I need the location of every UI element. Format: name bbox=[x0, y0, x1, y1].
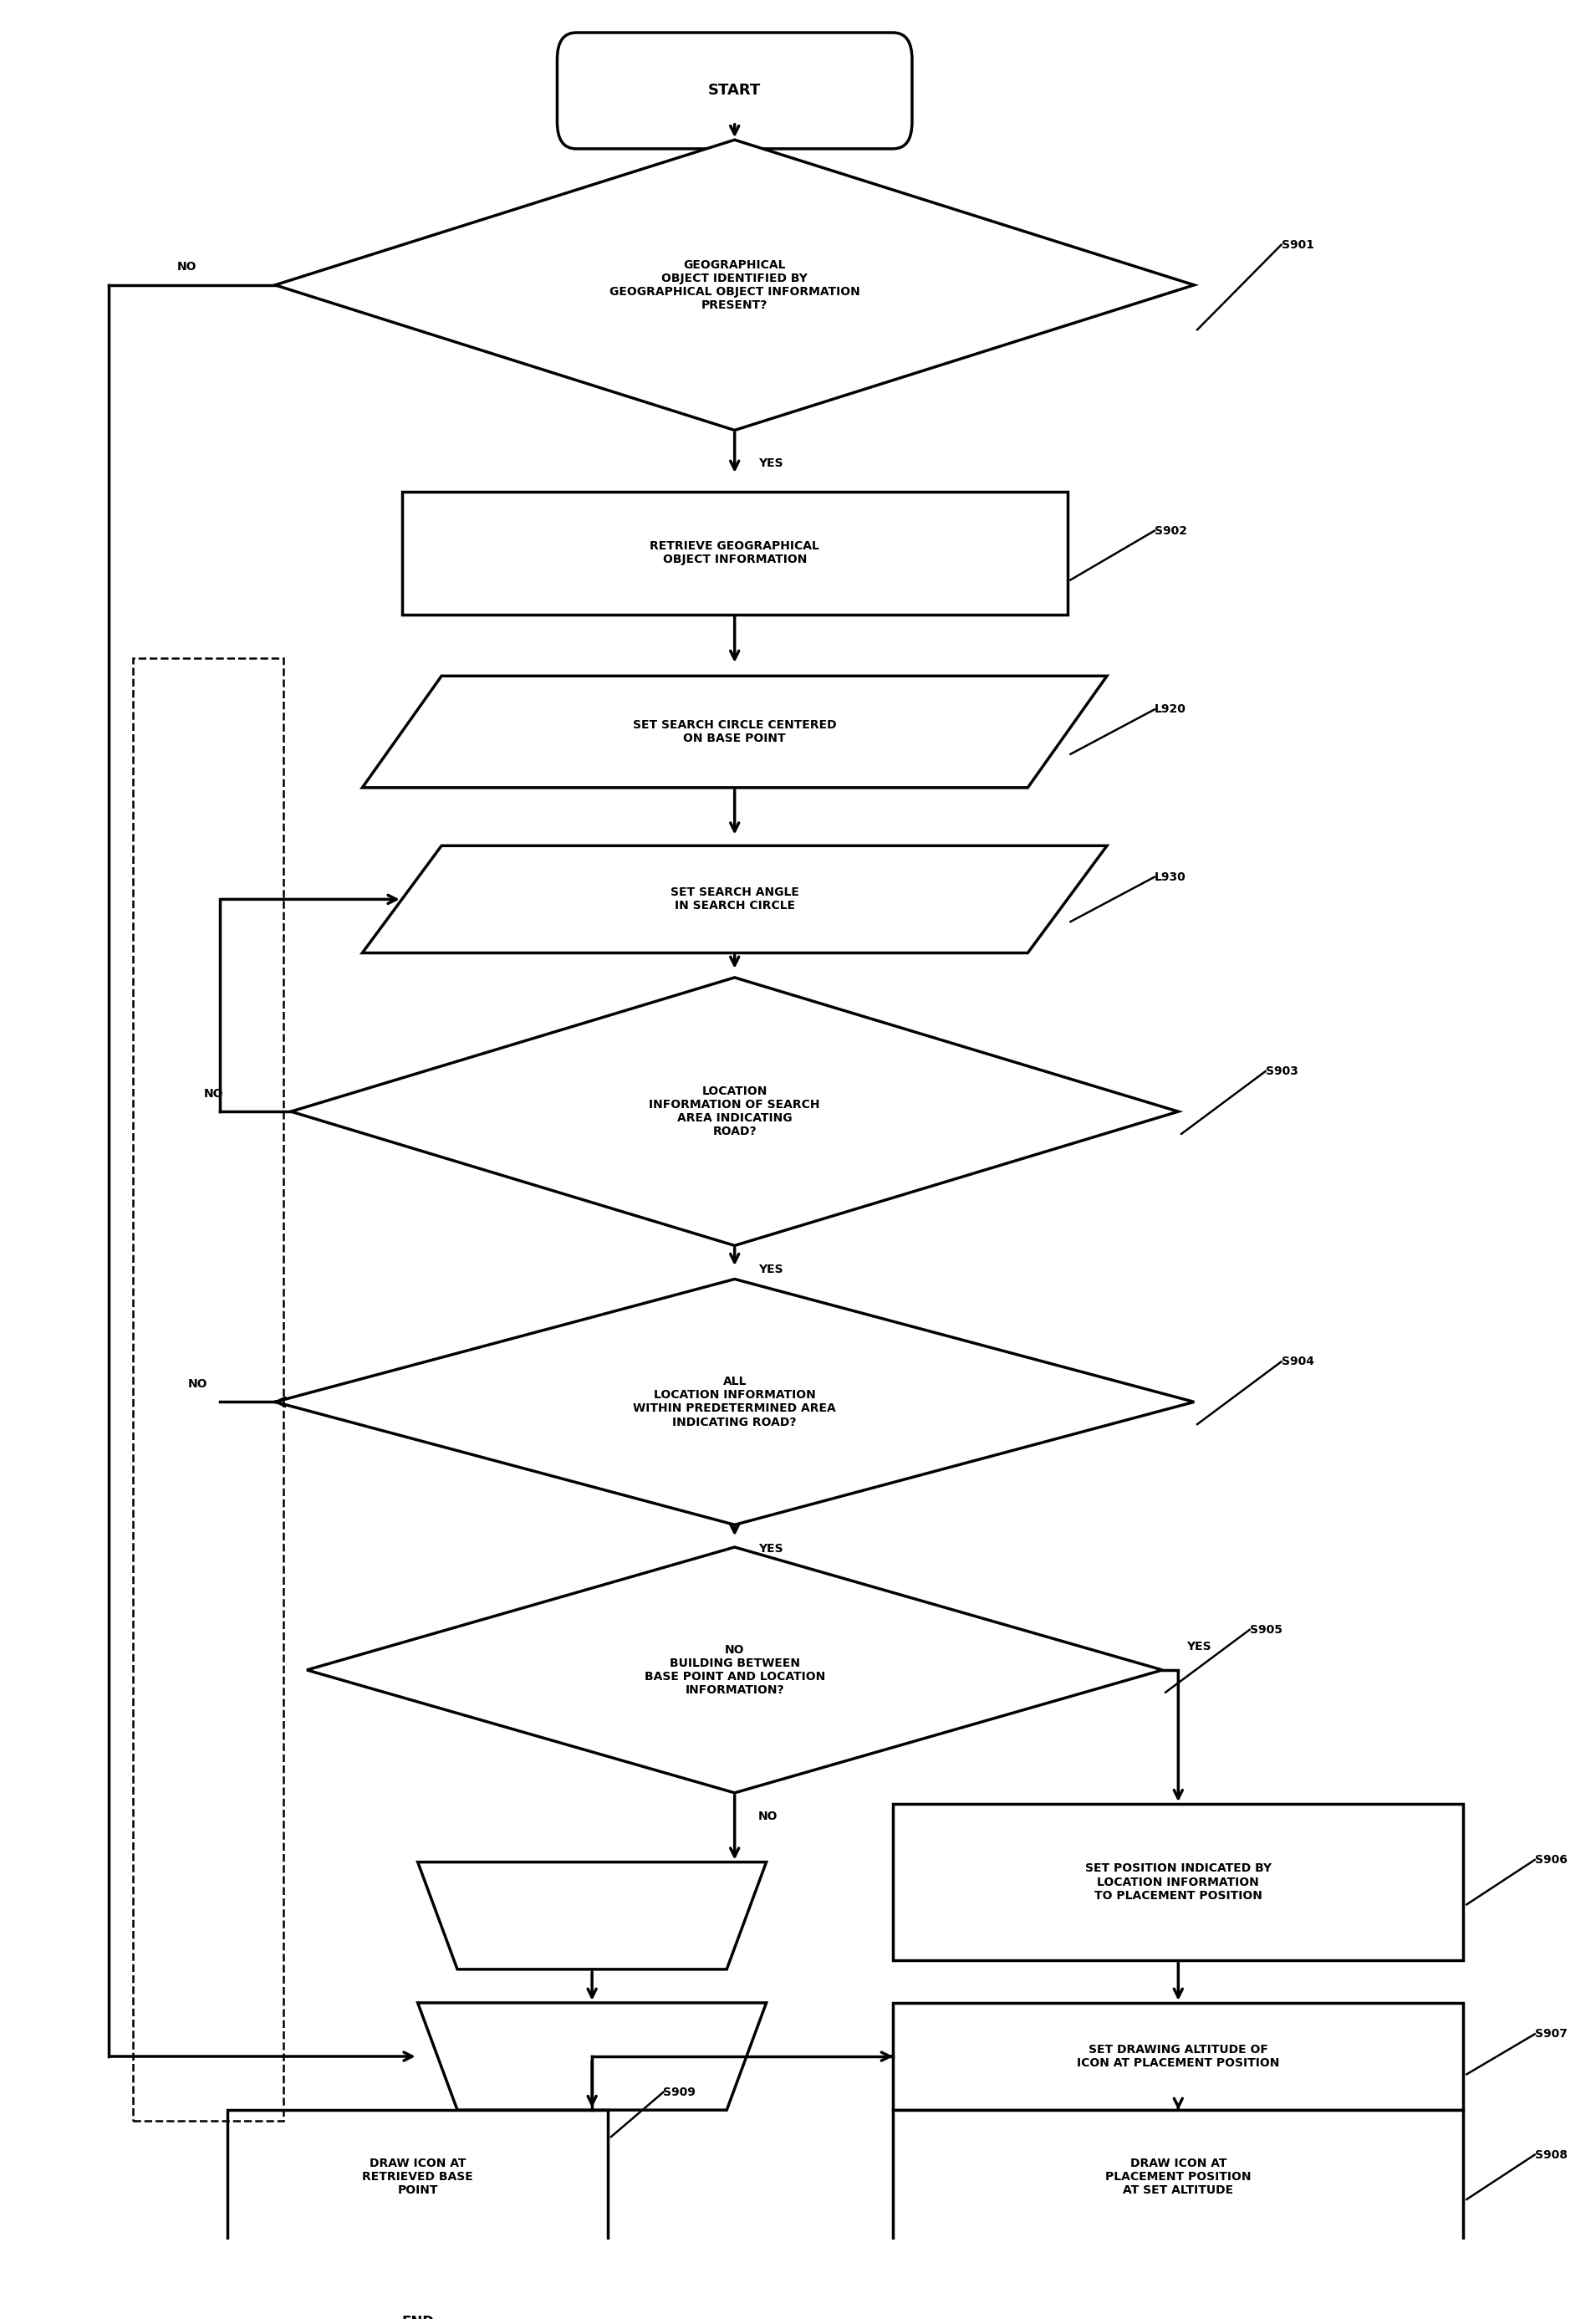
FancyBboxPatch shape bbox=[557, 32, 911, 148]
Text: NO: NO bbox=[188, 1377, 207, 1389]
Bar bbox=[894, 1804, 1464, 1960]
Text: LOCATION
INFORMATION OF SEARCH
AREA INDICATING
ROAD?: LOCATION INFORMATION OF SEARCH AREA INDI… bbox=[650, 1085, 820, 1139]
Text: L930: L930 bbox=[1154, 872, 1186, 884]
Bar bbox=[894, 2110, 1464, 2245]
Text: S902: S902 bbox=[1154, 524, 1187, 536]
Bar bbox=[228, 2110, 608, 2245]
Polygon shape bbox=[290, 979, 1178, 1245]
Text: S904: S904 bbox=[1282, 1357, 1314, 1368]
Text: S907: S907 bbox=[1535, 2029, 1567, 2041]
Text: NO: NO bbox=[758, 1811, 777, 1823]
Text: SET POSITION INDICATED BY
LOCATION INFORMATION
TO PLACEMENT POSITION: SET POSITION INDICATED BY LOCATION INFOR… bbox=[1085, 1862, 1272, 1902]
Text: S903: S903 bbox=[1266, 1064, 1298, 1078]
Text: S905: S905 bbox=[1250, 1623, 1282, 1635]
Text: L920: L920 bbox=[1154, 703, 1186, 714]
Polygon shape bbox=[362, 675, 1108, 788]
Polygon shape bbox=[306, 1547, 1162, 1793]
Text: YES: YES bbox=[1186, 1640, 1211, 1651]
Polygon shape bbox=[418, 1862, 766, 1969]
Polygon shape bbox=[275, 139, 1194, 431]
Text: S901: S901 bbox=[1282, 239, 1314, 250]
Text: S908: S908 bbox=[1535, 2150, 1567, 2161]
Text: START: START bbox=[709, 83, 761, 97]
Text: NO
BUILDING BETWEEN
BASE POINT AND LOCATION
INFORMATION?: NO BUILDING BETWEEN BASE POINT AND LOCAT… bbox=[645, 1644, 825, 1695]
Text: DRAW ICON AT
RETRIEVED BASE
POINT: DRAW ICON AT RETRIEVED BASE POINT bbox=[362, 2157, 474, 2196]
Bar bbox=[894, 2004, 1464, 2110]
Text: ALL
LOCATION INFORMATION
WITHIN PREDETERMINED AREA
INDICATING ROAD?: ALL LOCATION INFORMATION WITHIN PREDETER… bbox=[634, 1375, 836, 1429]
Polygon shape bbox=[418, 2004, 766, 2110]
Text: NO: NO bbox=[177, 262, 196, 274]
Text: END: END bbox=[402, 2314, 434, 2319]
Text: SET DRAWING ALTITUDE OF
ICON AT PLACEMENT POSITION: SET DRAWING ALTITUDE OF ICON AT PLACEMEN… bbox=[1077, 2043, 1280, 2069]
Text: DRAW ICON AT
PLACEMENT POSITION
AT SET ALTITUDE: DRAW ICON AT PLACEMENT POSITION AT SET A… bbox=[1106, 2157, 1251, 2196]
Text: RETRIEVE GEOGRAPHICAL
OBJECT INFORMATION: RETRIEVE GEOGRAPHICAL OBJECT INFORMATION bbox=[650, 540, 819, 566]
Polygon shape bbox=[362, 846, 1108, 953]
Text: NO: NO bbox=[204, 1088, 223, 1099]
Bar bbox=[132, 659, 282, 2122]
Text: S906: S906 bbox=[1535, 1853, 1567, 1867]
FancyBboxPatch shape bbox=[255, 2266, 579, 2319]
Text: YES: YES bbox=[758, 1264, 784, 1275]
Text: YES: YES bbox=[758, 457, 784, 468]
Text: YES: YES bbox=[758, 1542, 784, 1554]
Text: GEOGRAPHICAL
OBJECT IDENTIFIED BY
GEOGRAPHICAL OBJECT INFORMATION
PRESENT?: GEOGRAPHICAL OBJECT IDENTIFIED BY GEOGRA… bbox=[610, 260, 860, 311]
Bar bbox=[402, 492, 1068, 615]
Polygon shape bbox=[275, 1280, 1194, 1526]
Text: SET SEARCH CIRCLE CENTERED
ON BASE POINT: SET SEARCH CIRCLE CENTERED ON BASE POINT bbox=[632, 719, 836, 744]
Text: SET SEARCH ANGLE
IN SEARCH CIRCLE: SET SEARCH ANGLE IN SEARCH CIRCLE bbox=[670, 886, 800, 911]
Text: S909: S909 bbox=[664, 2087, 696, 2099]
